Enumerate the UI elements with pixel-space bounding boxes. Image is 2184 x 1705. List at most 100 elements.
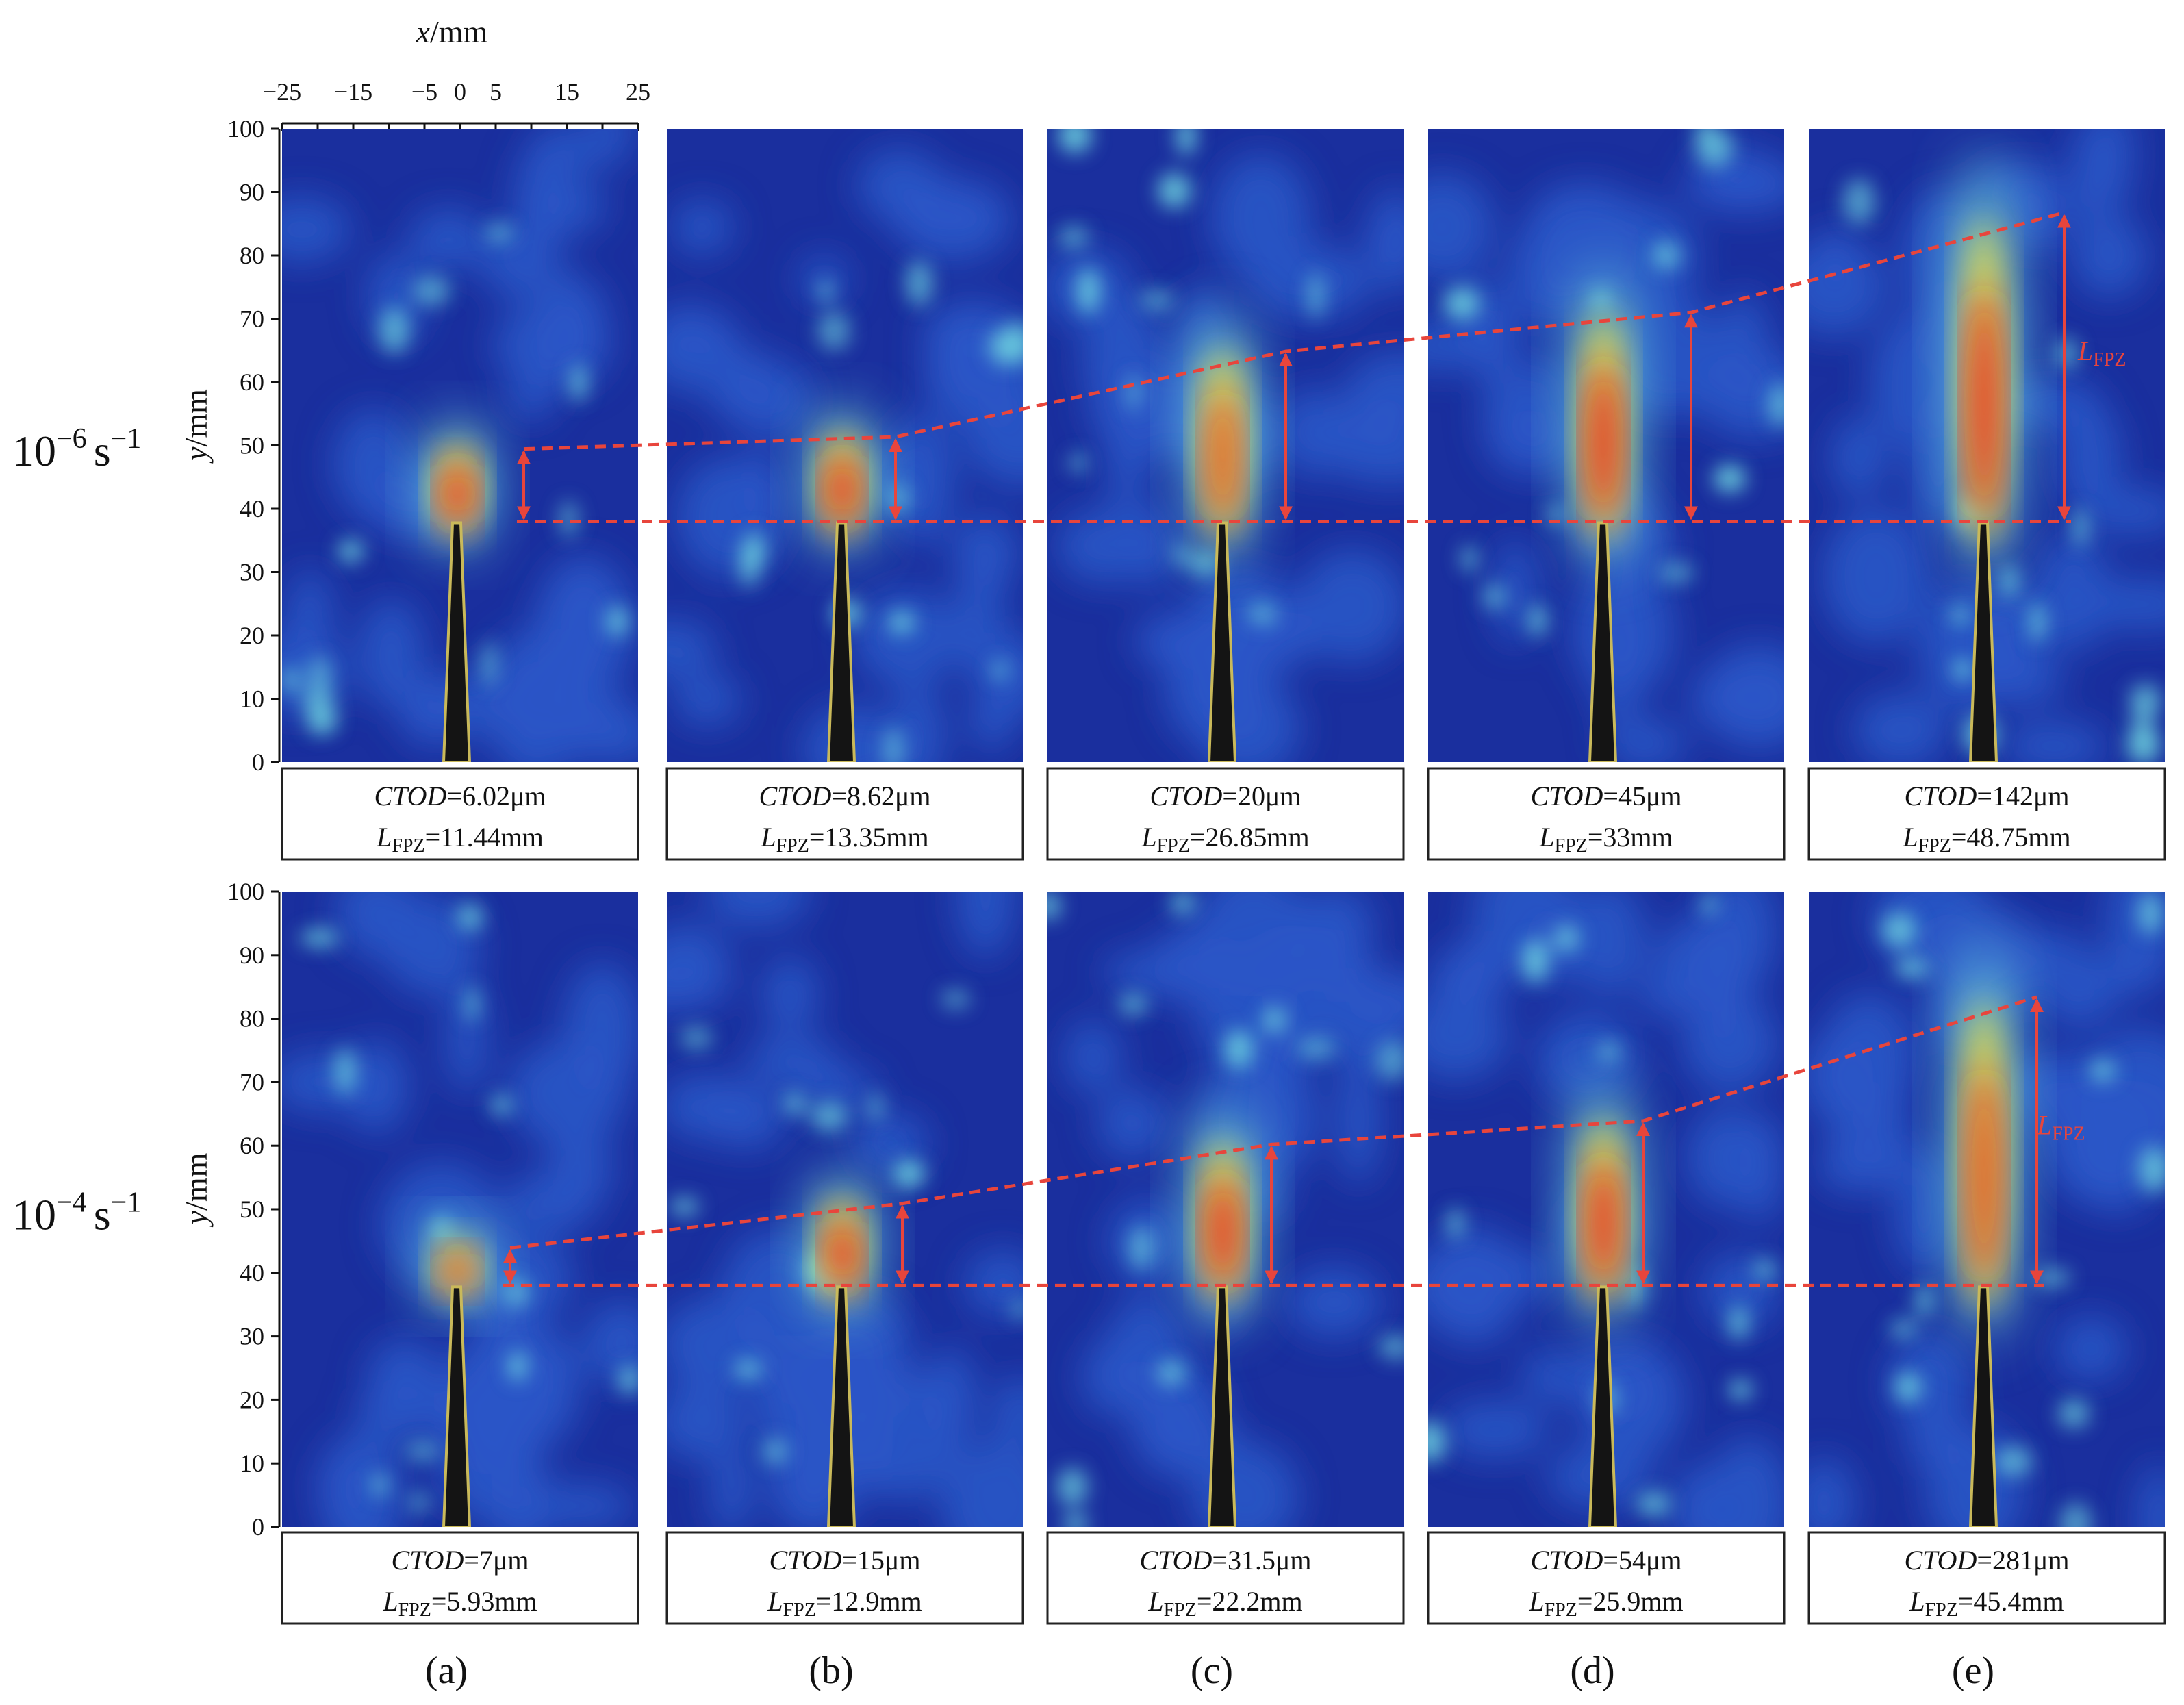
caption-box <box>1807 767 2166 861</box>
x-tick-label: 25 <box>626 78 650 105</box>
x-tick-label: −15 <box>334 78 372 105</box>
lfpz-value: LFPZ=12.9mm <box>767 1586 922 1621</box>
field-noise <box>667 149 1023 762</box>
panel-letter: (e) <box>1952 1650 1994 1692</box>
y-tick-label: 20 <box>240 1386 264 1413</box>
lfpz-value: LFPZ=45.4mm <box>1909 1586 2064 1621</box>
panel-caption: CTOD=15μm LFPZ=12.9mm <box>665 1531 1024 1625</box>
y-tick-label: 20 <box>240 622 264 649</box>
y-axis-title: y/mm <box>179 389 214 464</box>
notch <box>1207 521 1237 762</box>
fpz-envelope: LFPZ <box>517 211 2126 523</box>
y-tick-label: 70 <box>240 305 264 333</box>
strain-field-panel <box>1809 129 2165 762</box>
lfpz-annotation-label: LFPZ <box>2077 336 2126 370</box>
strain-field-panel <box>1428 129 1784 762</box>
panel-caption: CTOD=54μm LFPZ=25.9mm <box>1427 1531 1786 1625</box>
caption-box <box>1427 767 1786 861</box>
panel-caption: CTOD=6.02μm LFPZ=11.44mm <box>281 767 639 861</box>
rate-row: 0 10 20 30 40 50 60 70 80 90 100 y/mm 10−6 s−1 CTOD=6.… <box>12 115 2166 861</box>
fracture-process-zone <box>1571 266 1636 568</box>
panel-caption: CTOD=281μm LFPZ=45.4mm <box>1807 1531 2166 1625</box>
strain-contour-map <box>1047 129 1404 762</box>
lfpz-value: LFPZ=25.9mm <box>1528 1586 1683 1621</box>
fpz-envelope: LFPZ <box>503 995 2085 1287</box>
lfpz-value: LFPZ=22.2mm <box>1147 1586 1302 1621</box>
y-tick-label: 30 <box>240 1323 264 1350</box>
strain-contour-map <box>1428 892 1784 1527</box>
lfpz-value: LFPZ=26.85mm <box>1141 822 1309 857</box>
lfpz-value: LFPZ=33mm <box>1538 822 1673 857</box>
field-spots <box>1881 893 2165 1527</box>
y-tick-label: 50 <box>240 1196 264 1223</box>
x-tick-label: 15 <box>555 78 579 105</box>
rate-row: 0 10 20 30 40 50 60 70 80 90 100 y/mm 10−4 s−1 CTOD=7μ… <box>12 878 2166 1625</box>
caption-box <box>1046 1531 1405 1625</box>
fracture-process-zone <box>1190 310 1256 563</box>
fpz-top-envelope <box>509 995 2037 1250</box>
lfpz-annotation-label: LFPZ <box>2036 1110 2085 1145</box>
strain-rate-label: 10−4 s−1 <box>12 1187 141 1239</box>
strain-contour-map <box>282 129 638 762</box>
y-tick-label: 90 <box>240 179 264 206</box>
strain-field-panel <box>1047 129 1404 762</box>
y-axis: 0 10 20 30 40 50 60 70 80 90 100 y/mm <box>179 878 281 1541</box>
fracture-process-zone <box>1951 155 2017 579</box>
ctod-value: CTOD=31.5μm <box>1139 1545 1311 1576</box>
panel-letter: (b) <box>809 1650 853 1692</box>
fracture-process-zone <box>809 1173 875 1316</box>
panel-letter: (d) <box>1570 1650 1614 1692</box>
x-tick-label: −25 <box>263 78 301 105</box>
notch <box>442 521 472 762</box>
field-noise <box>1065 892 1404 1527</box>
fracture-process-zone <box>809 406 875 553</box>
y-tick-label: 80 <box>240 1005 264 1033</box>
strain-field-panel <box>282 892 638 1527</box>
strain-contour-map <box>667 129 1023 762</box>
field-noise <box>1428 892 1784 1527</box>
fpz-top-envelope <box>523 211 2065 451</box>
strain-field-panel <box>1428 892 1784 1527</box>
lfpz-value: LFPZ=5.93mm <box>382 1586 537 1621</box>
strain-field-panel <box>667 892 1023 1527</box>
strain-rate-label: 10−6 s−1 <box>12 423 141 475</box>
ctod-value: CTOD=7μm <box>391 1545 529 1576</box>
y-tick-label: 90 <box>240 942 264 969</box>
ctod-value: CTOD=6.02μm <box>374 781 546 811</box>
caption-box <box>1046 767 1405 861</box>
caption-box <box>1427 1531 1786 1625</box>
panel-caption: CTOD=142μm LFPZ=48.75mm <box>1807 767 2166 861</box>
strain-contour-map <box>282 892 638 1527</box>
y-tick-label: 60 <box>240 368 264 396</box>
ctod-value: CTOD=45μm <box>1530 781 1681 811</box>
ctod-value: CTOD=54μm <box>1530 1545 1681 1576</box>
x-axis: x/mm −25 −15 −5 0 5 15 25 <box>263 14 650 131</box>
y-tick-label: 40 <box>240 495 264 522</box>
field-spots <box>1058 129 1324 626</box>
fracture-process-zone <box>1571 1081 1636 1326</box>
x-tick-label: 5 <box>490 78 502 105</box>
field-spots <box>283 223 628 735</box>
strain-contour-map <box>667 892 1023 1527</box>
fracture-process-zone <box>1951 942 2017 1341</box>
caption-box <box>281 1531 639 1625</box>
y-tick-label: 80 <box>240 242 264 269</box>
y-tick-label: 100 <box>227 878 264 905</box>
y-axis-title: y/mm <box>179 1152 214 1227</box>
strain-field-panel <box>282 129 638 762</box>
field-spots <box>1047 892 1404 1527</box>
strain-field-panel <box>667 129 1023 762</box>
panel-letter: (c) <box>1191 1650 1233 1692</box>
caption-box <box>665 767 1024 861</box>
ctod-value: CTOD=15μm <box>769 1545 920 1576</box>
strain-field-panel <box>1047 892 1404 1527</box>
caption-box <box>281 767 639 861</box>
y-tick-label: 0 <box>252 748 264 776</box>
caption-box <box>665 1531 1024 1625</box>
y-tick-label: 40 <box>240 1259 264 1287</box>
strain-contour-map <box>1428 129 1784 762</box>
x-tick-label: 0 <box>454 78 466 105</box>
panel-caption: CTOD=8.62μm LFPZ=13.35mm <box>665 767 1024 861</box>
